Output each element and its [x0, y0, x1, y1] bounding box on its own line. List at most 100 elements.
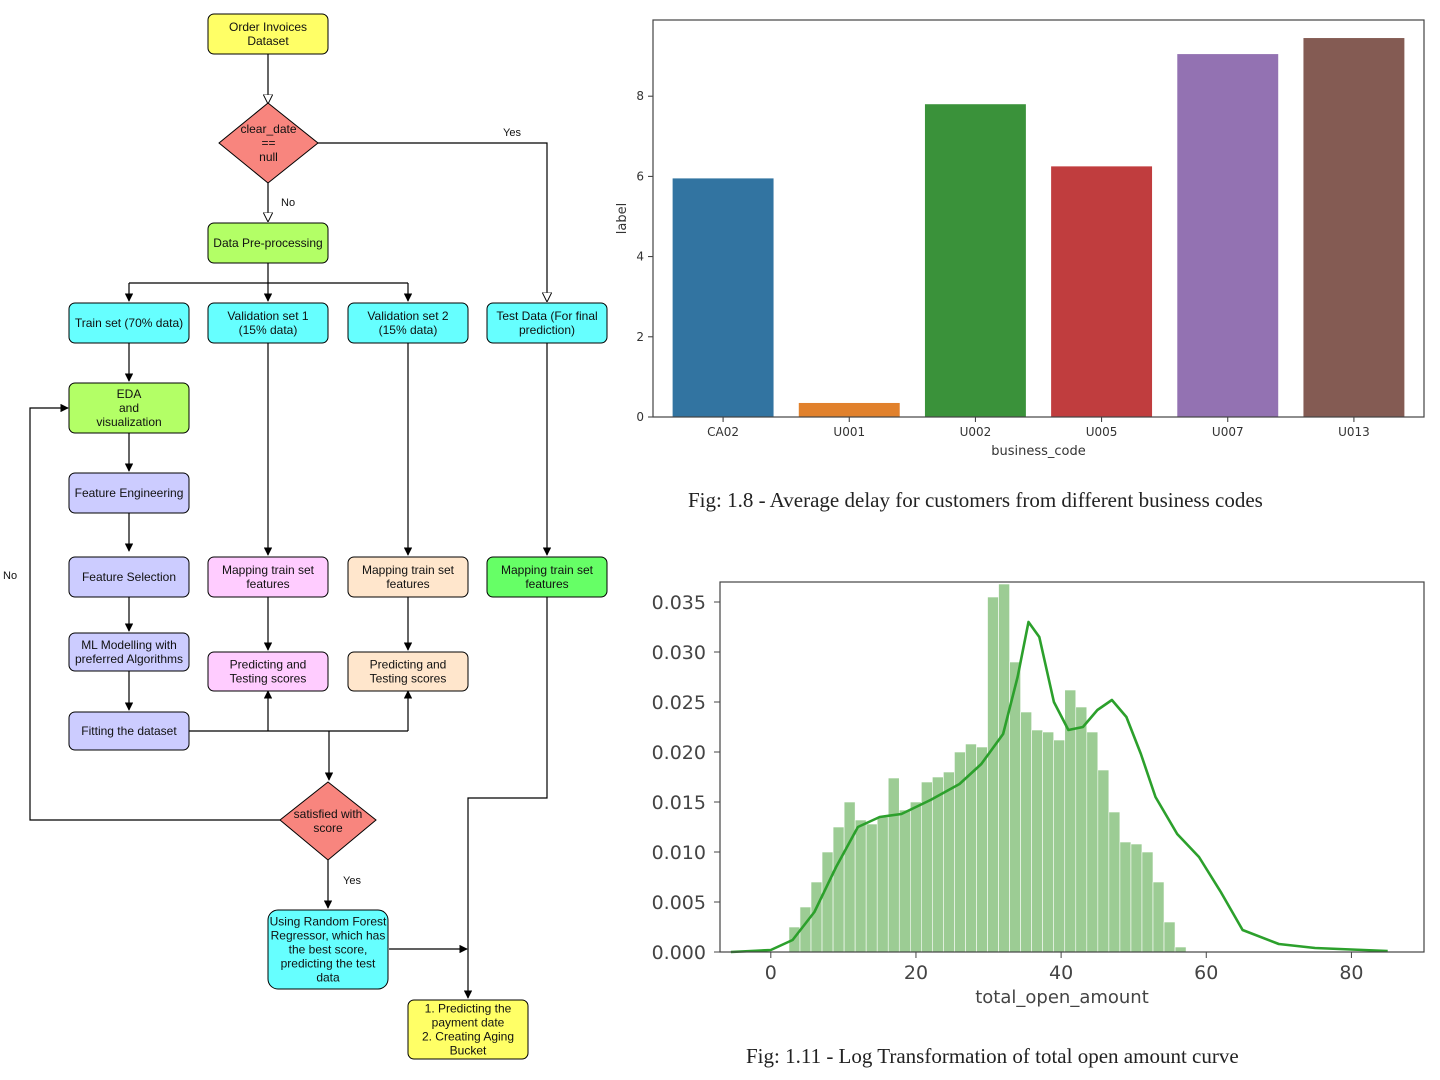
hist-bar	[932, 776, 944, 953]
node-ml-modelling-text-1: ML Modelling with	[81, 638, 177, 652]
kde-y-tick-0: 0.000	[652, 942, 706, 964]
hist-bar	[876, 816, 889, 953]
node-random-forest-text-3: the best score,	[289, 943, 368, 957]
node-map-2-text-1: Mapping train set	[362, 563, 455, 577]
bar-u007	[1177, 54, 1279, 418]
node-eda-text-2: and	[119, 401, 139, 415]
node-fit-dataset-text-1: Fitting the dataset	[81, 724, 177, 738]
bar-x-axis-label: business_code	[991, 444, 1086, 459]
node-ml-modelling-text-2: preferred Algorithms	[75, 652, 183, 666]
open-amount-distribution-chart: 0 20 40 60 80 0.000 0.005 0.010 0.015 0.020 0.025 0…	[652, 581, 1425, 1008]
node-map-2-text-2: features	[386, 577, 429, 591]
node-feature-engineering-text-1: Feature Engineering	[75, 486, 184, 500]
label-yes-top: Yes	[503, 127, 521, 139]
node-random-forest-text-1: Using Random Forest	[270, 915, 387, 929]
node-test-data	[486, 302, 608, 344]
kde-y-tick-5: 0.025	[652, 692, 706, 714]
node-clear-date-decision-text-3: null	[259, 150, 278, 164]
node-satisfied-decision	[279, 781, 377, 861]
hist-bar	[1130, 843, 1143, 953]
hist-bar	[1086, 731, 1099, 953]
kde-y-tick-6: 0.030	[652, 642, 706, 664]
hist-bar	[943, 771, 955, 953]
kde-y-tick-2: 0.010	[652, 842, 706, 864]
node-feature-engineering	[68, 472, 190, 514]
hist-bar	[1042, 731, 1055, 953]
node-random-forest-text-5: data	[316, 971, 340, 985]
y-tick-4: 4	[636, 250, 644, 264]
node-eda-text-1: EDA	[117, 387, 142, 401]
x-tick-u005: U005	[1086, 425, 1118, 439]
bar-plot-background	[653, 20, 1424, 417]
bar-y-axis-label: label	[615, 203, 630, 234]
label-no-mid: No	[281, 197, 295, 209]
node-final-output-text-1: 1. Predicting the	[425, 1002, 512, 1016]
x-tick-u001: U001	[833, 425, 865, 439]
node-map-3	[486, 556, 608, 598]
hist-bar	[987, 596, 999, 953]
node-clear-date-decision-text-1: clear_date	[240, 122, 296, 136]
edge-decision-yes-to-test	[318, 142, 547, 301]
kde-x-tick-20: 20	[904, 962, 928, 984]
y-tick-6: 6	[636, 169, 644, 183]
y-tick-8: 8	[636, 89, 644, 103]
x-tick-u013: U013	[1338, 425, 1370, 439]
node-predict-1	[207, 651, 329, 692]
hist-bar	[1031, 729, 1043, 953]
bar-plot-area: CA02 U001 U002 U005 U007 U013 0 2 4 6 8 business_co…	[615, 19, 1425, 459]
node-satisfied-decision-text-1: satisfied with	[294, 807, 363, 821]
kde-x-tick-60: 60	[1194, 962, 1218, 984]
hist-bar	[887, 777, 900, 953]
node-preprocess	[207, 222, 329, 264]
business-code-bar-chart: CA02 U001 U002 U005 U007 U013 0 2 4 6 8 business_co…	[615, 19, 1425, 459]
hist-bar	[843, 801, 856, 953]
node-final-output-text-2: payment date	[432, 1016, 505, 1030]
node-validation-set-2	[347, 302, 469, 344]
node-final-output-text-3: 2. Creating Aging	[422, 1030, 514, 1044]
bar-chart-caption: Fig: 1.8 - Average delay for customers f…	[688, 488, 1263, 512]
node-map-2	[347, 556, 469, 598]
hist-bar	[1075, 706, 1088, 953]
hist-bar	[1097, 769, 1110, 953]
node-train-set	[68, 302, 190, 344]
x-tick-u002: U002	[960, 425, 992, 439]
kde-y-tick-3: 0.015	[652, 792, 706, 814]
node-dataset	[207, 13, 329, 55]
hist-bar	[909, 801, 922, 953]
hist-bar	[1053, 739, 1066, 953]
distribution-chart-caption: Fig: 1.11 - Log Transformation of total …	[746, 1044, 1239, 1068]
node-train-set-text-1: Train set (70% data)	[75, 316, 183, 330]
bar-ca02	[672, 178, 774, 417]
node-eda-text-3: visualization	[96, 415, 161, 429]
node-validation-set-1	[207, 302, 329, 344]
node-feature-selection-text-1: Feature Selection	[82, 570, 176, 584]
node-preprocess-text-1: Data Pre-processing	[213, 236, 322, 250]
node-validation-set-1-text-2: (15% data)	[239, 323, 298, 337]
hist-bar	[810, 881, 823, 953]
y-tick-0: 0	[636, 410, 644, 424]
node-predict-2-text-2: Testing scores	[370, 672, 447, 686]
hist-bar	[1174, 946, 1187, 953]
edge-map3-to-final	[463, 597, 548, 999]
hist-bar	[976, 746, 988, 953]
node-dataset-text-1: Order Invoices	[229, 20, 307, 34]
x-tick-ca02: CA02	[707, 425, 739, 439]
node-clear-date-decision	[218, 102, 319, 184]
node-random-forest-text-2: Regressor, which has	[271, 929, 386, 943]
hist-bar	[921, 781, 933, 953]
node-fit-dataset	[68, 711, 190, 751]
hist-bar	[854, 819, 867, 953]
hist-bar	[998, 583, 1010, 953]
bar-u013	[1303, 38, 1405, 417]
node-random-forest-text-4: predicting the test	[281, 957, 376, 971]
node-predict-2	[347, 651, 469, 692]
kde-y-tick-4: 0.020	[652, 742, 706, 764]
node-eda	[68, 382, 190, 434]
node-test-data-text-1: Test Data (For final	[496, 309, 597, 323]
hist-bar	[1108, 811, 1121, 953]
bar-u005	[1051, 166, 1153, 417]
node-validation-set-2-text-2: (15% data)	[379, 323, 438, 337]
distribution-plot-frame	[719, 581, 1425, 953]
kde-x-tick-40: 40	[1049, 962, 1073, 984]
